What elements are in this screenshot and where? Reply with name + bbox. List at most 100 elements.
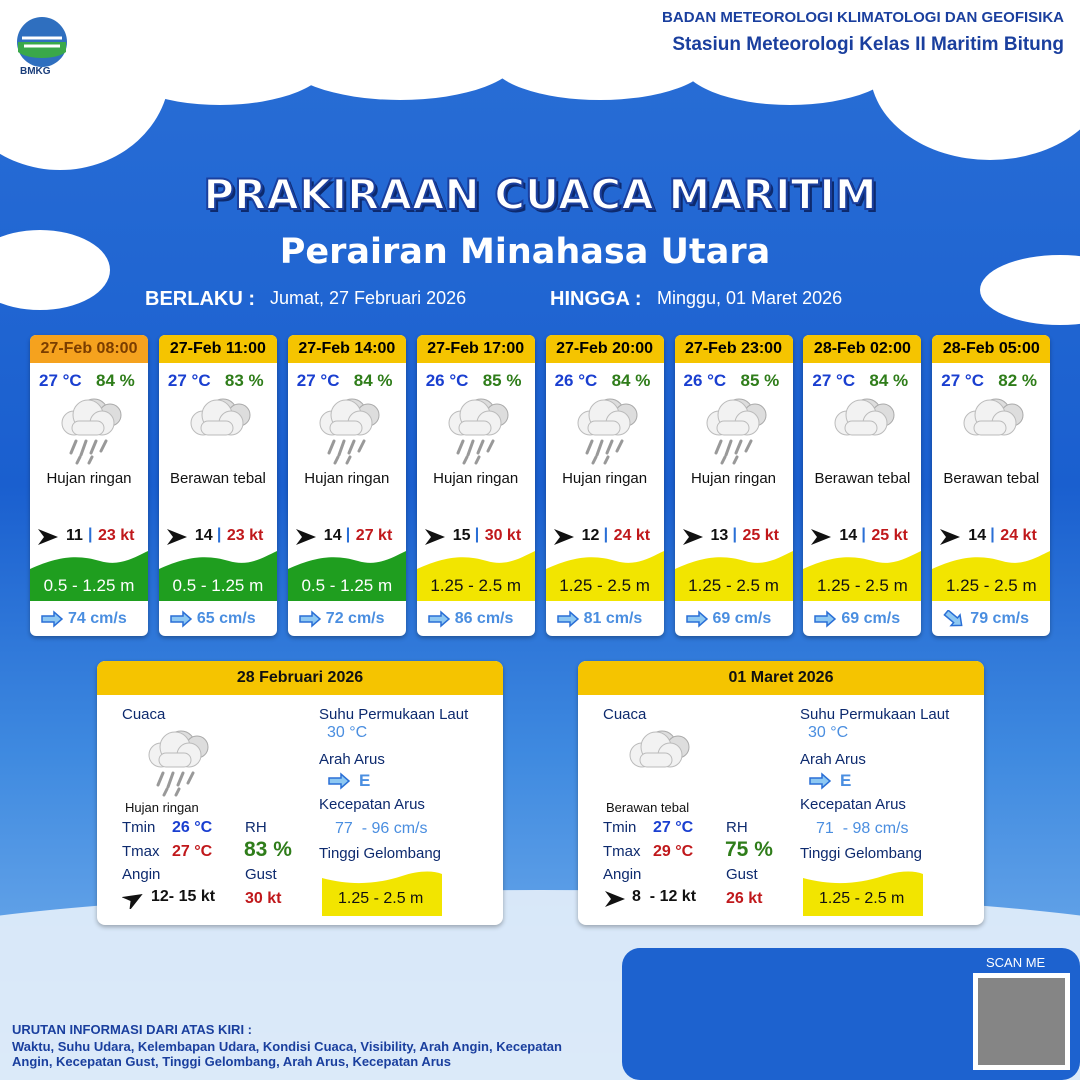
wind: 11 [66, 527, 83, 544]
forecast-card: 27-Feb 23:00 26 °C 85 % Hujan ringan 13 | 25 k… [674, 335, 793, 636]
weather: Hujan ringan [304, 470, 390, 487]
current-arrow [41, 610, 64, 628]
time: 27-Feb 08:00 [30, 335, 148, 363]
wave-band [674, 551, 793, 601]
wave-height: 1.25 - 2.5 m [817, 576, 908, 595]
tmin: 26 °C [172, 819, 213, 836]
current-speed: 69 cm/s [712, 610, 772, 627]
current-arrow [943, 610, 963, 627]
tmax-label: Tmax [603, 843, 641, 860]
temperature: 27 °C [941, 371, 985, 390]
wind-arrow [295, 529, 316, 545]
wave-label: Tinggi Gelombang [319, 845, 442, 862]
rh-label: RH [726, 819, 748, 836]
current-dir: E [840, 771, 852, 790]
current-arrow [685, 610, 708, 628]
time: 27-Feb 11:00 [158, 335, 277, 363]
gust: 25 kt [871, 527, 908, 544]
humidity: 84 % [869, 371, 909, 390]
wave-band [545, 551, 664, 601]
wave-height: 0.5 - 1.25 m [43, 576, 135, 595]
wave-band [30, 551, 148, 601]
gust: 24 kt [613, 527, 651, 544]
weather-icon [577, 398, 638, 465]
time: 27-Feb 14:00 [287, 335, 406, 363]
temperature: 27 °C [812, 371, 856, 390]
current-arrow [170, 610, 193, 628]
current-arrow [809, 772, 832, 790]
time: 28-Feb 05:00 [932, 335, 1051, 363]
wind: 14 [194, 527, 213, 544]
wave-band [322, 871, 442, 916]
humidity: 84 % [611, 371, 651, 390]
gust-label: Gust [726, 866, 758, 883]
current-speed-label: Kecepatan Arus [319, 796, 425, 813]
wave-height: 0.5 - 1.25 m [172, 576, 264, 595]
wind-arrow [424, 529, 445, 545]
weather: Hujan ringan [46, 470, 132, 487]
rh: 75 % [725, 838, 773, 861]
separator: | [88, 526, 93, 543]
separator: | [216, 526, 222, 543]
current-dir: E [359, 771, 371, 790]
current-speed: 65 cm/s [196, 610, 256, 627]
title: PRAKIRAAN CUACA MARITIM [202, 169, 877, 220]
wind: 13 [710, 527, 729, 544]
forecast-card: 28-Feb 02:00 27 °C 84 % Berawan tebal 14 | 25 … [803, 335, 922, 636]
gust: 25 kt [742, 527, 779, 544]
humidity: 84 % [96, 371, 135, 390]
gust: 24 kt [1000, 527, 1037, 544]
weather-icon [61, 398, 122, 465]
current-speed: 77 - 96 cm/s [335, 820, 428, 837]
forecast-card: 27-Feb 08:00 27 °C 84 % Hujan ringan 11 | 23 k… [30, 335, 148, 636]
wind-arrow [940, 529, 961, 545]
org: BADAN METEOROLOGI KLIMATOLOGI DAN GEOFIS… [662, 9, 1064, 26]
tmin-label: Tmin [122, 819, 156, 836]
gust: 23 kt [226, 527, 264, 544]
gust: 26 kt [726, 890, 763, 907]
wind-arrow [553, 529, 574, 545]
wave-height: 1.25 - 2.5 m [430, 576, 522, 595]
current-speed: 79 cm/s [970, 610, 1030, 627]
wave-height: 1.25 - 2.5 m [338, 890, 424, 907]
current-speed: 69 cm/s [841, 610, 901, 627]
gust: 27 kt [355, 527, 393, 544]
weather-icon [448, 398, 509, 465]
forecast-card: 28-Feb 05:00 27 °C 82 % Berawan tebal 14 | 24 … [932, 335, 1051, 636]
current-arrow [814, 610, 837, 628]
separator: | [990, 526, 995, 543]
current-speed: 74 cm/s [68, 610, 127, 627]
current-speed: 71 - 98 cm/s [816, 820, 909, 837]
wave-height: 1.25 - 2.5 m [559, 576, 650, 595]
weather-icon [706, 398, 766, 465]
date: 28 Februari 2026 [97, 661, 503, 695]
current-dir-label: Arah Arus [800, 751, 866, 768]
weather: Berawan tebal [943, 470, 1040, 487]
valid-to-label: HINGGA : [550, 288, 642, 310]
qr-code [978, 978, 1065, 1065]
wind-label: Angin [122, 866, 161, 883]
gust-label: Gust [245, 866, 277, 883]
wind: 15 [452, 527, 471, 544]
valid-from-label: BERLAKU : [145, 288, 255, 310]
tmax: 29 °C [653, 843, 694, 860]
current-speed: 72 cm/s [325, 610, 385, 627]
wind: 14 [968, 527, 987, 544]
wave-band [158, 551, 277, 601]
humidity: 84 % [353, 371, 393, 390]
date: 01 Maret 2026 [578, 661, 984, 695]
station: Stasiun Meteorologi Kelas II Maritim Bit… [672, 34, 1064, 55]
daily-summary: 28 Februari 2026 Cuaca Hujan ringan Tmin 26 … [97, 661, 503, 925]
scan-me: SCAN ME [986, 955, 1046, 970]
tmax-label: Tmax [122, 843, 160, 860]
weather: Berawan tebal [169, 470, 266, 487]
wave-band [287, 551, 406, 601]
wind: 12 [581, 527, 600, 544]
gust: 30 kt [245, 890, 282, 907]
wave-height: 1.25 - 2.5 m [819, 890, 905, 907]
current-arrow [427, 610, 450, 628]
wave-band [932, 551, 1051, 601]
weather: Berawan tebal [814, 470, 911, 487]
wind-arrow [122, 894, 143, 909]
